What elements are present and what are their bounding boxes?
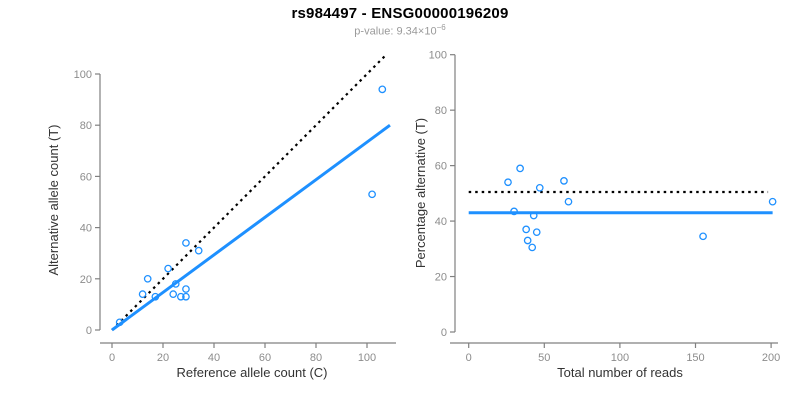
percentage-scatter-x-axis-title: Total number of reads — [557, 365, 683, 380]
percentage-scatter: 0 20 40 60 80 100 0 50 100 150 200 Total number of … — [413, 50, 780, 380]
data-point — [516, 164, 524, 173]
y-tick-label: 40 — [435, 216, 447, 228]
y-tick-label: 60 — [435, 161, 447, 173]
data-point — [194, 246, 203, 255]
data-point — [143, 274, 152, 283]
data-point — [504, 178, 512, 187]
data-point — [522, 225, 531, 234]
data-point — [182, 292, 190, 301]
data-point — [138, 290, 147, 299]
data-point — [529, 211, 538, 220]
data-point — [699, 232, 707, 241]
data-point — [560, 177, 568, 185]
allele-count-scatter-y-axis-title: Alternative allele count (T) — [46, 124, 61, 275]
y-tick-label: 0 — [441, 327, 447, 339]
y-tick-label: 20 — [80, 274, 92, 286]
data-point — [182, 285, 190, 293]
y-tick-label: 0 — [86, 325, 92, 337]
x-tick-label: 40 — [208, 352, 220, 364]
data-point — [523, 236, 532, 245]
figure-title: rs984497 - ENSG00000196209 — [291, 5, 509, 22]
data-point — [151, 292, 160, 301]
data-point — [182, 239, 190, 247]
x-tick-label: 60 — [259, 352, 271, 364]
y-tick-label: 100 — [429, 50, 447, 62]
data-point — [532, 228, 541, 237]
y-tick-label: 100 — [74, 69, 92, 81]
y-tick-label: 60 — [80, 171, 92, 183]
x-tick-label: 200 — [762, 352, 780, 364]
y-tick-label: 80 — [435, 105, 447, 117]
y-tick-label: 80 — [80, 120, 92, 132]
x-tick-label: 50 — [538, 352, 550, 364]
data-point — [768, 197, 777, 206]
x-tick-label: 150 — [686, 352, 704, 364]
data-point — [564, 197, 573, 206]
data-point — [528, 243, 537, 252]
identity-line — [111, 55, 386, 331]
x-tick-label: 100 — [358, 352, 376, 364]
x-tick-label: 20 — [157, 352, 169, 364]
data-point — [378, 85, 387, 94]
x-tick-label: 100 — [611, 352, 629, 364]
p-value-text: p-value: 9.34×10 — [354, 25, 437, 38]
data-point — [169, 290, 178, 299]
allele-count-scatter-x-axis-title: Reference allele count (C) — [176, 365, 327, 380]
y-tick-label: 40 — [80, 223, 92, 235]
p-value-exponent: −6 — [436, 23, 446, 32]
allele-count-scatter: 0 20 40 60 80 100 0 20 40 60 80 100 Reference allele… — [46, 55, 396, 380]
x-tick-label: 0 — [466, 352, 472, 364]
x-tick-label: 80 — [310, 352, 322, 364]
data-point — [510, 207, 518, 216]
x-tick-label: 0 — [109, 352, 115, 364]
data-point — [535, 183, 544, 192]
figure-subtitle: p-value: 9.34×10−6 — [0, 23, 800, 38]
data-point — [171, 280, 180, 288]
y-tick-label: 20 — [435, 272, 447, 284]
data-point — [177, 292, 185, 301]
data-point — [164, 264, 172, 273]
data-point — [368, 190, 376, 199]
percentage-scatter-y-axis-title: Percentage alternative (T) — [413, 118, 428, 268]
data-point — [115, 318, 124, 327]
